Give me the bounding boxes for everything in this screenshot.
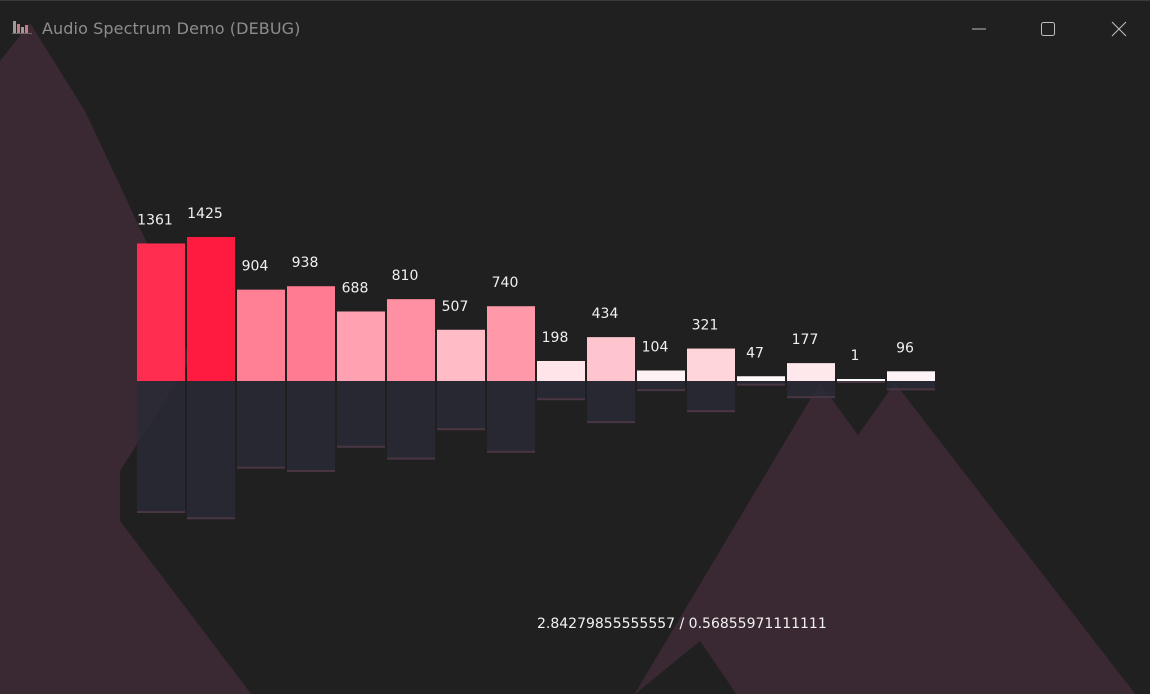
background-mountains <box>0 23 1136 694</box>
spectrum-bar-reflection-edge <box>737 383 785 386</box>
spectrum-bar <box>537 360 585 381</box>
spectrum-bar-label: 1 <box>851 348 860 364</box>
spectrum-bar-reflection <box>637 381 685 392</box>
spectrum-bar-reflection-edge <box>337 445 385 448</box>
spectrum-bar-label: 1425 <box>187 206 223 222</box>
spectrum-bar <box>787 363 835 381</box>
spectrum-bar-reflection-edge <box>237 466 285 469</box>
spectrum-bar <box>137 243 185 381</box>
spectrum-bar-label: 321 <box>692 318 719 334</box>
spectrum-bar-label: 104 <box>642 339 669 355</box>
spectrum-bar-label: 810 <box>392 268 419 284</box>
spectrum-bar-reflection-edge <box>787 396 835 399</box>
spectrum-bar-reflection-edge <box>687 410 735 413</box>
spectrum-bar-reflection <box>687 381 735 413</box>
spectrum-bar <box>687 348 735 381</box>
spectrum-bar-label: 904 <box>242 259 269 275</box>
spectrum-bar-reflection-edge <box>587 421 635 424</box>
spectrum-bar <box>387 299 435 381</box>
spectrum-bar-reflection-edge <box>187 517 235 520</box>
mountain-left <box>0 23 252 694</box>
window-title: Audio Spectrum Demo (DEBUG) <box>42 19 301 38</box>
spectrum-bar <box>237 289 285 381</box>
spectrum-bar-reflection-edge <box>637 389 685 392</box>
spectrum-bar <box>637 370 685 381</box>
spectrum-bar-reflection <box>187 381 235 520</box>
spectrum-bar-reflection <box>137 381 185 514</box>
spectrum-bar <box>737 376 785 381</box>
minimize-button[interactable] <box>956 11 1002 47</box>
spectrum-bar-reflection <box>887 381 935 391</box>
spectrum-bar-reflection <box>287 381 335 472</box>
title-bar[interactable]: Audio Spectrum Demo (DEBUG) <box>0 1 1150 57</box>
spectrum-bar <box>487 306 535 381</box>
spectrum-bar-reflection-edge <box>837 380 885 383</box>
mountain-right <box>634 383 1136 694</box>
maximize-button[interactable] <box>1025 11 1071 47</box>
spectrum-bars: 1361 1425 904 938 688 810 507 740 198 434 104 321 47… <box>137 206 935 520</box>
spectrum-bar-reflection-edge <box>487 450 535 453</box>
spectrum-bar-reflection <box>537 381 585 401</box>
spectrum-bar-reflection <box>587 381 635 424</box>
spectrum-bar-reflection-edge <box>287 469 335 472</box>
spectrum-bar-reflection <box>387 381 435 460</box>
spectrum-bar <box>437 329 485 381</box>
spectrum-bar-reflection-edge <box>537 398 585 401</box>
spectrum-bar-reflection-edge <box>887 388 935 391</box>
spectrum-bar-reflection <box>237 381 285 469</box>
minimize-icon <box>972 28 986 30</box>
close-icon <box>1111 21 1127 37</box>
close-button[interactable] <box>1096 11 1142 47</box>
spectrum-bar-reflection-edge <box>137 511 185 514</box>
spectrum-bar <box>887 371 935 381</box>
spectrum-bar-reflection <box>737 381 785 386</box>
spectrum-bar-label: 434 <box>592 306 619 322</box>
spectrum-bar-label: 96 <box>896 340 914 356</box>
maximize-icon <box>1041 22 1055 36</box>
spectrum-bar <box>837 379 885 381</box>
spectrum-bar <box>287 286 335 381</box>
spectrum-bar <box>587 337 635 381</box>
status-readout: 2.84279855555557 / 0.56855971111111 <box>537 616 827 632</box>
spectrum-bar-label: 740 <box>492 275 519 291</box>
spectrum-bar-label: 1361 <box>137 212 173 228</box>
spectrum-bar-label: 198 <box>542 330 569 346</box>
spectrum-bar-reflection-edge <box>387 457 435 460</box>
spectrum-bar <box>187 237 235 381</box>
spectrum-bar-reflection <box>487 381 535 453</box>
spectrum-bar-label: 47 <box>746 345 764 361</box>
spectrum-bar-reflection <box>787 381 835 399</box>
spectrum-bar-reflection <box>437 381 485 431</box>
spectrum-bar-label: 688 <box>342 280 369 296</box>
spectrum-bar-label: 177 <box>792 332 819 348</box>
spectrum-bar-label: 507 <box>442 299 469 315</box>
spectrum-bar-reflection <box>337 381 385 448</box>
app-icon <box>12 21 32 34</box>
spectrum-bar-reflection-edge <box>437 428 485 431</box>
spectrum-bar <box>337 311 385 381</box>
spectrum-bar-label: 938 <box>292 255 319 271</box>
